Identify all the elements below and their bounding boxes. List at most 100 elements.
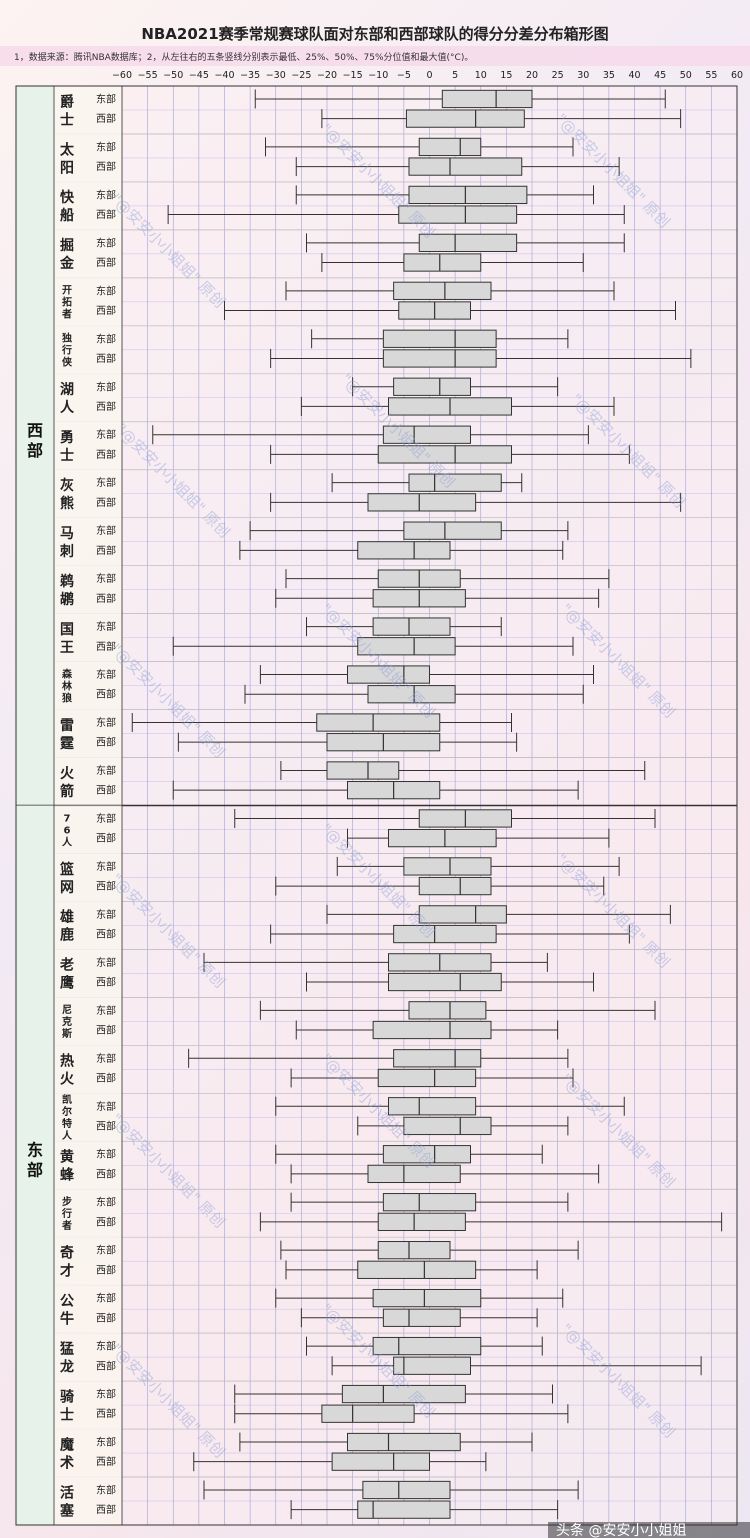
series-label: 东部 <box>96 476 116 489</box>
grid-layer <box>15 85 738 1526</box>
team-label-column <box>54 86 122 806</box>
series-label: 东部 <box>96 1052 116 1065</box>
series-label: 东部 <box>96 1292 116 1305</box>
x-tick-label: −25 <box>291 70 311 81</box>
series-label: 西部 <box>96 448 116 461</box>
series-label: 西部 <box>96 928 116 941</box>
series-label: 西部 <box>96 496 116 509</box>
series-label: 西部 <box>96 736 116 749</box>
iqr-box <box>316 713 441 732</box>
team-name: 士 <box>60 111 74 128</box>
team-name: 爵 <box>60 93 74 110</box>
x-tick-label: −40 <box>214 70 234 81</box>
team-name: 者 <box>61 308 72 321</box>
series-label: 西部 <box>96 352 116 365</box>
team-name: 船 <box>60 207 74 224</box>
series-label: 西部 <box>96 688 116 701</box>
iqr-box <box>405 109 525 128</box>
team-name: 鹈 <box>59 573 74 590</box>
team-name: 龙 <box>59 1358 74 1375</box>
team-name: 独 <box>62 332 72 345</box>
series-label: 东部 <box>96 572 116 585</box>
iqr-box <box>403 253 482 272</box>
team-name: 灰 <box>60 477 74 494</box>
iqr-box <box>357 1500 451 1519</box>
iqr-box <box>382 1308 461 1327</box>
series-label: 东部 <box>96 1196 116 1209</box>
series-label: 西部 <box>96 1407 116 1420</box>
iqr-box <box>331 1452 430 1471</box>
x-tick-label: 0 <box>426 70 432 81</box>
iqr-box <box>321 1404 415 1423</box>
iqr-box <box>326 761 400 780</box>
series-label: 西部 <box>96 1119 116 1132</box>
iqr-box <box>418 905 507 924</box>
iqr-box <box>357 541 451 560</box>
iqr-box <box>372 1336 482 1356</box>
x-tick-label: 60 <box>731 70 743 81</box>
team-name: 骑 <box>60 1388 74 1405</box>
team-name: 克 <box>62 1015 72 1028</box>
iqr-box <box>403 1116 492 1136</box>
team-name: 凯 <box>62 1093 72 1106</box>
series-label: 西部 <box>96 304 116 317</box>
series-label: 东部 <box>96 1100 116 1113</box>
iqr-box <box>357 1260 477 1279</box>
credit-badge: 头条 @安安小小姐姐 <box>548 1522 750 1538</box>
iqr-box <box>382 329 497 348</box>
team-rows: 西部东部爵士东部西部太阳东部西部快船东部西部掘金东部西部开拓者东部西部独行侠东部… <box>27 89 723 1519</box>
team-name: 猛 <box>59 1340 74 1357</box>
x-tick-label: −5 <box>397 70 411 81</box>
series-label: 西部 <box>96 880 116 893</box>
x-tick-label: 45 <box>654 70 666 81</box>
x-tick-label: 35 <box>603 70 615 81</box>
team-name: 塞 <box>60 1502 75 1519</box>
team-name: 篮 <box>59 861 74 878</box>
team-name: 术 <box>60 1454 74 1471</box>
series-label: 西部 <box>96 160 116 173</box>
x-tick-label: −45 <box>189 70 209 81</box>
team-name: 箭 <box>60 783 74 800</box>
team-name: 网 <box>60 880 74 896</box>
x-tick-label: 50 <box>680 70 692 81</box>
team-name: 鹰 <box>60 975 74 992</box>
team-name: 刺 <box>60 544 74 560</box>
x-tick-label: 30 <box>577 70 589 81</box>
group-label: 西 <box>27 421 43 440</box>
team-name: 斯 <box>62 1027 72 1040</box>
series-label: 西部 <box>96 976 116 989</box>
iqr-box <box>393 924 497 944</box>
x-tick-label: 40 <box>628 70 640 81</box>
iqr-box <box>382 1145 471 1164</box>
team-name: 蜂 <box>60 1167 75 1184</box>
team-name: 尔 <box>61 1105 72 1118</box>
team-name: 熊 <box>60 495 74 512</box>
series-label: 东部 <box>96 1004 116 1017</box>
team-name: 勇 <box>60 430 74 446</box>
group-label: 东 <box>27 1140 43 1159</box>
x-tick-label: 15 <box>500 70 512 81</box>
team-name: 鹿 <box>59 927 74 944</box>
iqr-box <box>377 445 512 464</box>
chart-title: NBA2021赛季常规赛球队面对东部和西部球队的得分分差分布箱形图 <box>141 25 608 43</box>
series-label: 东部 <box>96 236 116 249</box>
team-name: 老 <box>60 957 74 974</box>
x-tick-label: −20 <box>317 70 337 81</box>
series-label: 东部 <box>96 1244 116 1257</box>
group-label: 部 <box>27 1160 43 1179</box>
series-label: 东部 <box>96 332 116 345</box>
iqr-box <box>367 685 456 704</box>
team-name: 行 <box>61 1207 72 1220</box>
team-name: 7 <box>64 813 71 824</box>
series-label: 东部 <box>96 380 116 393</box>
series-label: 西部 <box>96 592 116 605</box>
team-name: 掘 <box>60 237 74 254</box>
frame <box>15 85 738 1526</box>
series-label: 西部 <box>96 784 116 797</box>
iqr-box <box>372 1020 492 1040</box>
iqr-box <box>377 1068 477 1088</box>
team-name: 霆 <box>60 736 74 752</box>
team-name: 活 <box>60 1484 74 1501</box>
iqr-box <box>367 1164 461 1184</box>
